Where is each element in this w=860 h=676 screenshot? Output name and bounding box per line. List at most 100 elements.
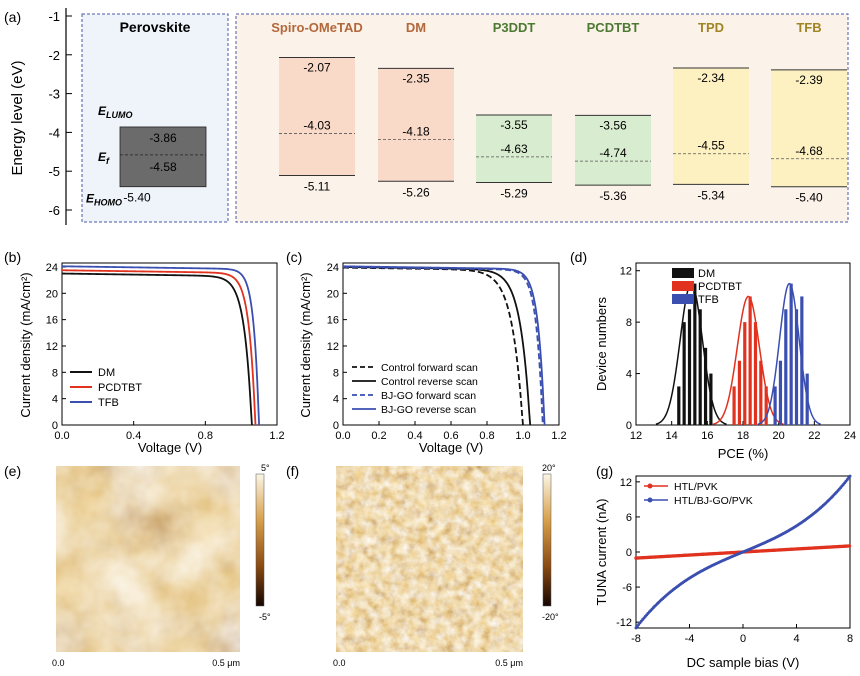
y-tick-label: 20 (327, 288, 339, 300)
legend-label: TFB (698, 294, 719, 306)
energy-tick-label: -4 (48, 125, 60, 140)
material-title: DM (406, 20, 426, 35)
material-bandgap-bar (673, 67, 749, 185)
panel-g-tuna-chart: DC sample bias (V) TUNA current (nA) -8 -… (594, 474, 853, 670)
colorbar-e (255, 473, 265, 607)
panel-a-energy-diagram: Energy level (eV) -1 -2 -3 -4 -5 -6 Perovskit… (9, 8, 849, 225)
legend-marker (647, 483, 653, 489)
material-ef-value: -4.68 (795, 144, 823, 158)
jv-curve-pcdtbt (61, 269, 257, 426)
y-tick-label: 12 (620, 266, 632, 278)
energy-tick-label: -2 (48, 48, 60, 63)
histogram-bar-dm (698, 309, 702, 425)
y-tick-label: 12 (620, 477, 632, 489)
panel-d-y-axis-title: Device numbers (594, 297, 609, 391)
y-tick-label: -6 (622, 582, 632, 594)
energy-axis-title: Energy level (eV) (9, 60, 26, 175)
legend-swatch (672, 294, 694, 304)
ef-subscript: f (106, 156, 110, 166)
colorbar-e-min: -5° (259, 612, 271, 622)
x-tick-label: 0.2 (371, 430, 386, 442)
gaussian-fit-tfb (757, 282, 821, 425)
material-lumo-value: -2.34 (697, 71, 725, 85)
x-tick-label: 16 (701, 430, 713, 442)
y-tick-label: 12 (46, 341, 58, 353)
legend-label: Control reverse scan (381, 376, 478, 388)
afm-e-x-end: 0.5 μm (212, 658, 240, 668)
colorbar-f-max: 20° (542, 463, 556, 473)
energy-tick-label: -3 (48, 87, 60, 102)
legend-label: PCDTBT (98, 382, 142, 394)
x-tick-label: 14 (666, 430, 678, 442)
panel-letter-b: (b) (4, 249, 21, 265)
perovskite-bandgap-bar (119, 126, 207, 188)
y-tick-label: 4 (52, 394, 58, 406)
y-tick-label: 12 (327, 341, 339, 353)
material-title: P3DDT (493, 20, 536, 35)
x-tick-label: -8 (631, 633, 641, 645)
material-title: TPD (698, 20, 724, 35)
material-lumo-value: -3.56 (599, 118, 627, 132)
x-tick-label: 22 (808, 430, 820, 442)
x-tick-label: 1.2 (269, 430, 284, 442)
legend-label: TFB (98, 397, 119, 409)
material-tpd: TPD -2.34 -4.55 -5.34 (673, 20, 749, 202)
x-tick-label: 24 (844, 430, 856, 442)
material-ef-value: -4.55 (697, 139, 725, 153)
material-bandgap-bar (476, 114, 552, 183)
perovskite-ef-value: -4.58 (149, 160, 177, 174)
energy-tick-label: -5 (48, 164, 60, 179)
histogram-bar-pcdtbt (764, 386, 768, 425)
y-tick-label: 8 (626, 317, 632, 329)
y-tick-label: 0 (626, 547, 632, 559)
panel-f-afm-image: 20° -20° 0.0 0.5 μm (333, 463, 559, 668)
afm-e-x-start: 0.0 (52, 658, 65, 668)
x-tick-label: 0.8 (198, 430, 213, 442)
legend-swatch (672, 268, 694, 278)
energy-tick-label: -6 (48, 203, 60, 218)
panel-g-y-axis-title: TUNA current (nA) (594, 499, 609, 606)
panel-c-x-axis-title: Voltage (V) (419, 440, 483, 455)
material-bandgap-bar (279, 57, 355, 176)
x-tick-label: 18 (737, 430, 749, 442)
material-homo-value: -5.40 (795, 191, 823, 205)
colorbar-e-max: 5° (261, 463, 270, 473)
y-tick-label: 0 (52, 420, 58, 432)
material-p3ddt: P3DDT -3.55 -4.63 -5.29 (476, 20, 552, 200)
histogram-bar-dm (709, 373, 713, 425)
y-tick-label: 16 (327, 315, 339, 327)
y-tick-label: 6 (626, 512, 632, 524)
y-tick-label: -12 (616, 617, 632, 629)
panel-d-plot-area (635, 262, 851, 426)
panel-letter-a: (a) (4, 9, 21, 25)
material-lumo-value: -2.39 (795, 73, 823, 87)
panel-b-plot-area (61, 262, 278, 426)
material-bandgap-bar (575, 115, 651, 186)
histogram-bar-tfb (773, 386, 777, 425)
material-lumo-value: -2.35 (402, 71, 430, 85)
panel-letter-d: (d) (570, 249, 587, 265)
legend-label: BJ-GO reverse scan (381, 404, 476, 416)
x-tick-label: 20 (773, 430, 785, 442)
legend-label: HTL/PVK (674, 481, 718, 493)
histogram-bar-pcdtbt (753, 322, 758, 425)
material-title: Spiro-OMeTAD (271, 20, 362, 35)
material-title: TFB (796, 20, 821, 35)
legend-label: BJ-GO forward scan (381, 390, 476, 402)
jv-curve-tfb (61, 265, 260, 426)
histogram-bar-dm (682, 322, 686, 425)
legend-label: DM (698, 268, 715, 280)
material-homo-value: -5.29 (500, 186, 528, 200)
x-tick-label: 0.0 (54, 430, 69, 442)
homo-subscript: HOMO (94, 198, 122, 208)
perovskite-homo-value: -5.40 (123, 191, 151, 205)
colorbar-f (542, 473, 552, 607)
y-tick-label: 24 (327, 262, 339, 274)
x-tick-label: 8 (847, 633, 853, 645)
histogram-bar-dm (703, 347, 708, 425)
afm-image-e (56, 466, 240, 652)
histogram-bar-dm (693, 283, 697, 425)
panel-b-jv-chart: Voltage (V) Current density (mA/cm²) 0.0… (18, 262, 285, 455)
legend-label: DM (98, 367, 115, 379)
histogram-bar-pcdtbt (737, 360, 742, 425)
